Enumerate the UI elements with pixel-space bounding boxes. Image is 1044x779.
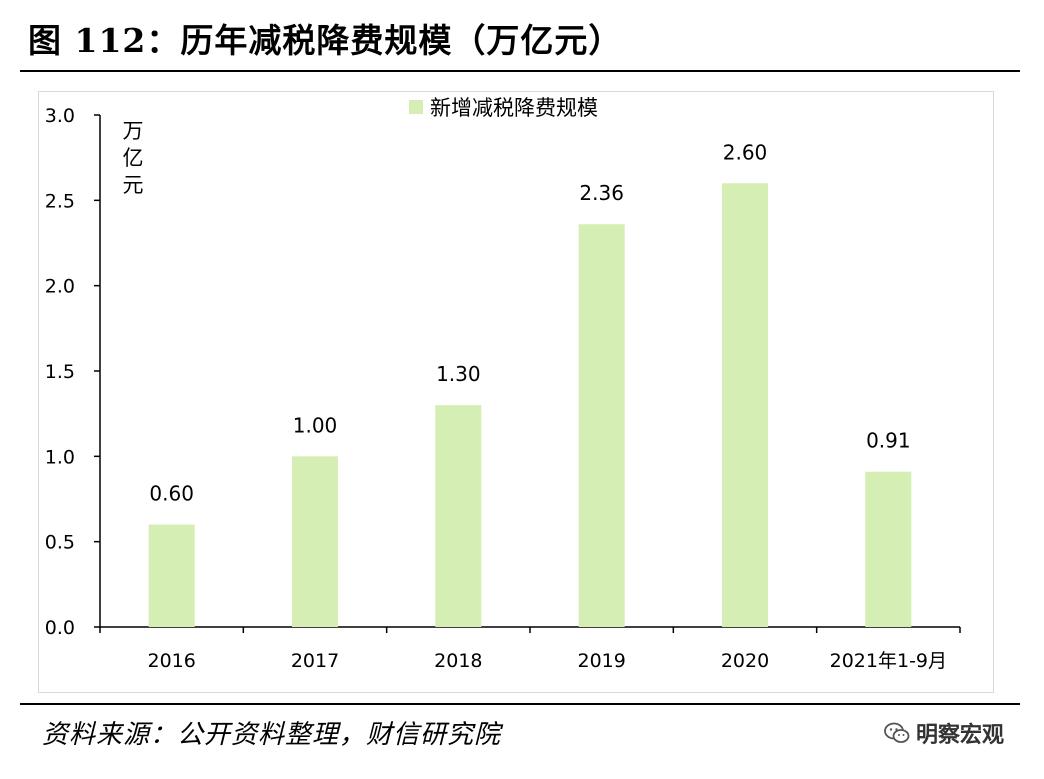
bar-chart: 0.0 0.5 1.0 1.5 2.0 2.5 3.0 万亿元 0.60 2016 1.00 2017… <box>45 96 961 672</box>
bar-value-label: 2.60 <box>723 140 768 164</box>
bar <box>292 456 338 627</box>
bar-value-label: 1.30 <box>436 362 481 386</box>
source-note: 资料来源：公开资料整理，财信研究院 <box>42 720 502 750</box>
bar <box>722 183 768 627</box>
bottom-rule <box>20 703 1020 705</box>
bar-value-label: 0.60 <box>149 482 194 506</box>
x-tick-label: 2019 <box>577 650 625 672</box>
y-tick-label: 2.5 <box>45 190 75 212</box>
figure-title: 图 112：历年减税降费规模（万亿元） <box>28 21 623 60</box>
bar <box>148 524 195 627</box>
y-tick-label: 0.0 <box>45 617 75 639</box>
x-tick-label: 2021年1-9月 <box>830 650 947 672</box>
legend-swatch <box>409 100 423 114</box>
watermark: 明察宏观 <box>884 717 1004 749</box>
bar-value-label: 2.36 <box>579 181 624 205</box>
top-rule <box>20 70 1020 72</box>
x-tick-label: 2020 <box>721 650 769 672</box>
y-tick-label: 0.5 <box>45 532 75 554</box>
watermark-text: 明察宏观 <box>916 723 1005 748</box>
bar-value-label: 0.91 <box>866 429 911 453</box>
x-tick-label: 2017 <box>291 650 339 672</box>
bar-value-label: 1.00 <box>293 413 338 437</box>
y-tick-label: 1.0 <box>45 446 75 468</box>
bar <box>865 471 912 627</box>
bar <box>435 405 482 627</box>
wechat-icon <box>884 722 910 743</box>
y-tick-label: 1.5 <box>45 361 75 383</box>
y-axis-unit-label: 元 <box>123 173 144 197</box>
chart-frame <box>38 91 994 693</box>
legend-label: 新增减税降费规模 <box>430 96 598 120</box>
x-tick-label: 2016 <box>147 650 195 672</box>
y-tick-label: 2.0 <box>45 276 75 298</box>
x-tick-label: 2018 <box>434 650 482 672</box>
bar <box>578 224 625 627</box>
y-tick-label: 3.0 <box>45 105 75 127</box>
y-axis-unit-label: 亿 <box>123 146 144 170</box>
y-axis-unit-label: 万 <box>123 119 144 143</box>
